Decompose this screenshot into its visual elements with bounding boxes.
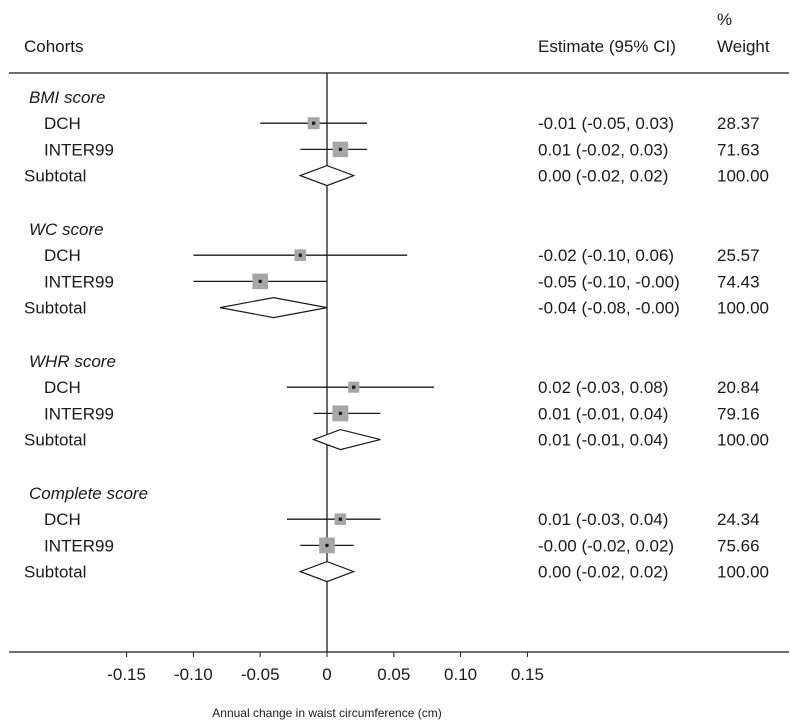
group: WHR score DCH 0.02 (-0.03, 0.08) 20.84 INTER…	[24, 352, 769, 451]
weight-text: 74.43	[717, 272, 760, 291]
subtotal-label: Subtotal	[24, 431, 86, 450]
weight-text: 100.00	[717, 563, 769, 582]
weight-text: 100.00	[717, 299, 769, 318]
subtotal-label: Subtotal	[24, 167, 86, 186]
point-estimate	[352, 385, 356, 389]
weight-text: 20.84	[717, 378, 760, 397]
study-row: INTER99 -0.00 (-0.02, 0.02) 75.66	[44, 536, 760, 555]
weight-text: 25.57	[717, 246, 760, 265]
subtotal-diamond	[220, 296, 328, 319]
point-estimate	[325, 543, 329, 547]
subtotal-label: Subtotal	[24, 299, 86, 318]
estimate-ci-text: 0.01 (-0.02, 0.03)	[538, 140, 668, 159]
subtotal-diamond	[298, 560, 356, 583]
x-tick-label: -0.15	[107, 665, 146, 684]
study-row: INTER99 -0.05 (-0.10, -0.00) 74.43	[44, 272, 760, 291]
study-row: INTER99 0.01 (-0.02, 0.03) 71.63	[44, 140, 760, 159]
study-label: DCH	[44, 378, 81, 397]
group: Complete score DCH 0.01 (-0.03, 0.04) 24.34…	[24, 484, 769, 583]
study-label: INTER99	[44, 404, 114, 423]
estimate-ci-text: -0.00 (-0.02, 0.02)	[538, 536, 674, 555]
subtotal-row: Subtotal -0.04 (-0.08, -0.00) 100.00	[24, 296, 769, 319]
study-row: DCH 0.01 (-0.03, 0.04) 24.34	[44, 510, 760, 529]
subtotal-row: Subtotal 0.00 (-0.02, 0.02) 100.00	[24, 164, 769, 187]
header-cohorts: Cohorts	[24, 37, 84, 56]
study-label: DCH	[44, 246, 81, 265]
study-label: INTER99	[44, 272, 114, 291]
study-row: DCH -0.02 (-0.10, 0.06) 25.57	[44, 246, 760, 265]
study-label: INTER99	[44, 140, 114, 159]
header-weight-percent: %	[717, 10, 732, 29]
estimate-ci-text: -0.01 (-0.05, 0.03)	[538, 114, 674, 133]
subtotal-row: Subtotal 0.01 (-0.01, 0.04) 100.00	[24, 428, 769, 451]
study-label: INTER99	[44, 536, 114, 555]
weight-text: 100.00	[717, 167, 769, 186]
study-row: INTER99 0.01 (-0.01, 0.04) 79.16	[44, 404, 760, 423]
weight-text: 28.37	[717, 114, 760, 133]
subtotal-label: Subtotal	[24, 563, 86, 582]
subtotal-diamond	[311, 428, 381, 451]
group: BMI score DCH -0.01 (-0.05, 0.03) 28.37 INTE…	[24, 88, 769, 187]
point-estimate	[338, 147, 342, 151]
study-label: DCH	[44, 510, 81, 529]
header-estimate: Estimate (95% CI)	[538, 37, 676, 56]
x-tick-label: 0.05	[377, 665, 410, 684]
header-weight: Weight	[717, 37, 770, 56]
estimate-ci-text: -0.02 (-0.10, 0.06)	[538, 246, 674, 265]
x-tick-label: 0	[322, 665, 331, 684]
group-title: BMI score	[29, 88, 106, 107]
x-tick-label: 0.15	[511, 665, 544, 684]
x-tick-label: 0.10	[444, 665, 477, 684]
weight-text: 71.63	[717, 140, 760, 159]
study-label: DCH	[44, 114, 81, 133]
subtotal-diamond	[298, 164, 356, 187]
plot-rows: BMI score DCH -0.01 (-0.05, 0.03) 28.37 INTE…	[24, 88, 769, 583]
study-row: DCH 0.02 (-0.03, 0.08) 20.84	[44, 378, 760, 397]
estimate-ci-text: 0.02 (-0.03, 0.08)	[538, 378, 668, 397]
weight-text: 79.16	[717, 404, 760, 423]
estimate-ci-text: 0.01 (-0.03, 0.04)	[538, 510, 668, 529]
x-axis-ticks: -0.15 -0.10 -0.05 0 0.05 0.10 0.15	[107, 652, 544, 684]
group-title: Complete score	[29, 484, 148, 503]
estimate-ci-text: 0.01 (-0.01, 0.04)	[538, 431, 668, 450]
estimate-ci-text: 0.01 (-0.01, 0.04)	[538, 404, 668, 423]
weight-text: 75.66	[717, 536, 760, 555]
subtotal-row: Subtotal 0.00 (-0.02, 0.02) 100.00	[24, 560, 769, 583]
estimate-ci-text: -0.05 (-0.10, -0.00)	[538, 272, 680, 291]
x-tick-label: -0.05	[241, 665, 280, 684]
study-row: DCH -0.01 (-0.05, 0.03) 28.37	[44, 114, 760, 133]
group-title: WHR score	[29, 352, 116, 371]
point-estimate	[258, 279, 262, 283]
group-title: WC score	[29, 220, 104, 239]
point-estimate	[338, 517, 342, 521]
point-estimate	[298, 253, 302, 257]
group: WC score DCH -0.02 (-0.10, 0.06) 25.57 INTER…	[24, 220, 769, 319]
x-tick-label: -0.10	[174, 665, 213, 684]
point-estimate	[312, 121, 316, 125]
weight-text: 100.00	[717, 431, 769, 450]
estimate-ci-text: 0.00 (-0.02, 0.02)	[538, 167, 668, 186]
weight-text: 24.34	[717, 510, 760, 529]
estimate-ci-text: 0.00 (-0.02, 0.02)	[538, 563, 668, 582]
x-axis-label: Annual change in waist circumference (cm…	[212, 706, 441, 720]
point-estimate	[338, 411, 342, 415]
estimate-ci-text: -0.04 (-0.08, -0.00)	[538, 299, 680, 318]
